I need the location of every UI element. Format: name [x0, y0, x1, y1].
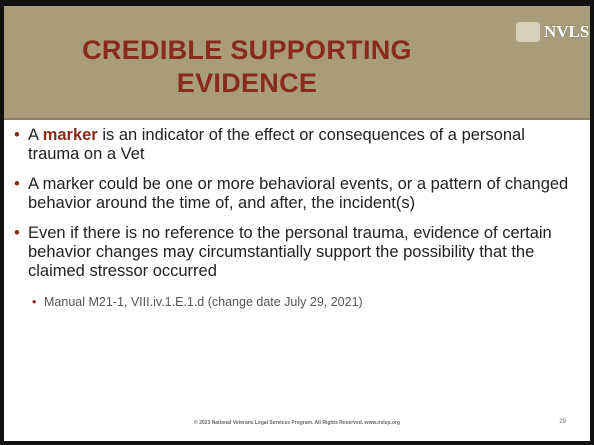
- bullet: A marker is an indicator of the effect o…: [14, 126, 580, 164]
- bullet: Even if there is no reference to the per…: [14, 224, 580, 281]
- logo-icon: [516, 22, 540, 42]
- text: A: [28, 126, 43, 144]
- bold-term: marker: [42, 126, 98, 144]
- text: Even if there is no reference to the per…: [28, 224, 552, 280]
- copyright: © 2023 National Veterans Legal Services …: [194, 420, 400, 426]
- bullet: A marker could be one or more behavioral…: [14, 175, 580, 213]
- text: A marker could be one or more behavioral…: [28, 175, 569, 212]
- page-number: 29: [559, 419, 566, 425]
- text: is an indicator of the effect or consequ…: [28, 126, 525, 163]
- body: A marker is an indicator of the effect o…: [14, 126, 580, 309]
- sub-bullet: Manual M21-1, VIII.iv.1.E.1.d (change da…: [14, 295, 580, 309]
- logo: NVLSP: [514, 18, 590, 50]
- logo-text: NVLSP: [544, 22, 590, 41]
- title: CREDIBLE SUPPORTING EVIDENCE: [82, 35, 412, 98]
- header: CREDIBLE SUPPORTING EVIDENCE NVLSP: [4, 6, 590, 120]
